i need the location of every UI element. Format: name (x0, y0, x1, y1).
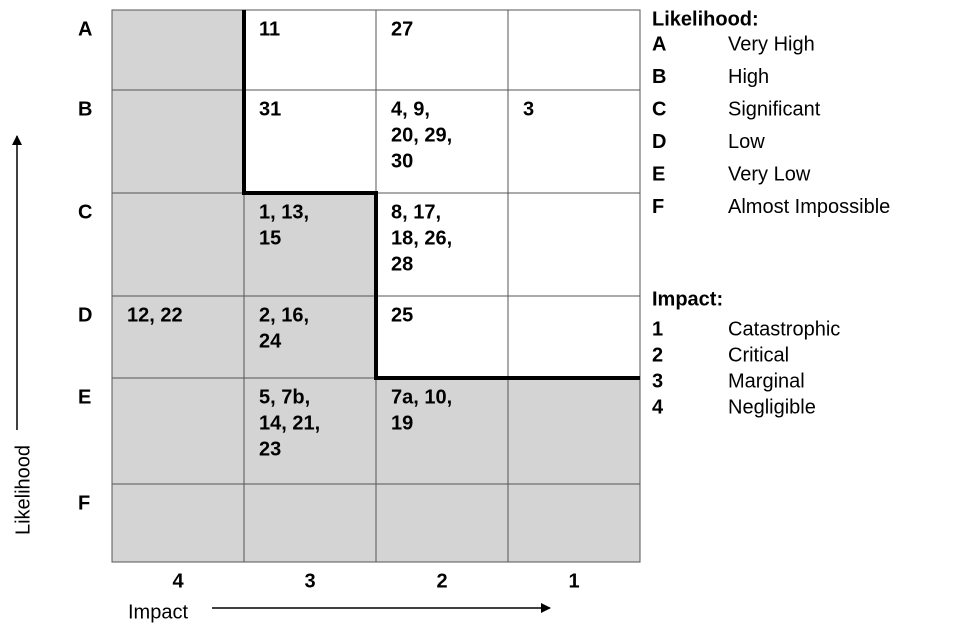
boundary-line (242, 10, 640, 380)
cell (111, 377, 245, 485)
cell-text: 11 (259, 18, 280, 40)
cell-text: 14, 21, (259, 412, 320, 434)
legend-code: E (652, 163, 665, 185)
row-label: D (78, 304, 92, 326)
cell-text: 31 (259, 98, 281, 120)
column-label: 4 (172, 570, 184, 592)
cell-text: 25 (391, 304, 413, 326)
cell-text: 19 (391, 412, 413, 434)
row-label: B (78, 98, 92, 120)
legend-label: Significant (728, 98, 821, 120)
cell-text: 23 (259, 438, 281, 460)
legend-code: 1 (652, 318, 663, 340)
cell (507, 9, 641, 91)
cell (507, 192, 641, 297)
legend-label: Low (728, 131, 765, 153)
grid: 11 27 31 4, 9, 20, 29, 30 3 1, 13, 15 8, 17, 18, 2… (111, 9, 641, 563)
cell-text: 28 (391, 253, 413, 275)
cell (507, 89, 641, 194)
column-label: 1 (568, 570, 579, 592)
legend-label: Negligible (728, 396, 816, 418)
cell-text: 2, 16, (259, 304, 309, 326)
cell-text: 5, 7b, (259, 386, 310, 408)
cell (507, 377, 641, 485)
y-axis-label: Likelihood (12, 445, 34, 535)
cell-text: 27 (391, 18, 413, 40)
risk-boundary (242, 10, 640, 380)
cell-text: 30 (391, 150, 413, 172)
cell (243, 89, 377, 194)
cell (243, 9, 377, 91)
row-label: A (78, 18, 92, 40)
cell-text: 1, 13, (259, 201, 309, 223)
cell-text: 8, 17, (391, 201, 441, 223)
row-label: C (78, 201, 92, 223)
cell (243, 483, 377, 563)
legend-label: Marginal (728, 370, 805, 392)
cell-text: 24 (259, 330, 282, 352)
row-label: E (78, 386, 91, 408)
cell-text: 7a, 10, (391, 386, 452, 408)
legend-label: Very High (728, 33, 815, 55)
legend-title: Impact: (652, 288, 723, 310)
cell (111, 295, 245, 379)
legend-code: B (652, 66, 666, 88)
legend-label: Almost Impossible (728, 196, 890, 218)
legend-label: Very Low (728, 163, 811, 185)
column-label: 2 (436, 570, 447, 592)
cell-text: 15 (259, 227, 281, 249)
legend-label: Critical (728, 344, 789, 366)
legend-code: 3 (652, 370, 663, 392)
legend-label: Catastrophic (728, 318, 840, 340)
legend-code: C (652, 98, 666, 120)
cell-text: 4, 9, (391, 98, 430, 120)
cell (111, 483, 245, 563)
cell (111, 9, 245, 91)
cell (507, 295, 641, 379)
row-label: F (78, 492, 90, 514)
cell (507, 483, 641, 563)
legend-code: F (652, 196, 664, 218)
cell (243, 192, 377, 297)
cell (375, 483, 509, 563)
x-axis-label: Impact (128, 601, 188, 623)
cell-text: 12, 22 (127, 304, 183, 326)
cell (375, 89, 509, 194)
legend-code: D (652, 131, 666, 153)
cell (111, 89, 245, 194)
legend-code: A (652, 33, 666, 55)
cell (111, 192, 245, 297)
legend-code: 4 (652, 396, 664, 418)
cell-text: 20, 29, (391, 124, 452, 146)
legend-code: 2 (652, 344, 663, 366)
column-label: 3 (304, 570, 315, 592)
legend-label: High (728, 66, 769, 88)
legend-title: Likelihood: (652, 8, 759, 30)
cell-text: 3 (523, 98, 534, 120)
cell-text: 18, 26, (391, 227, 452, 249)
cell (243, 295, 377, 379)
